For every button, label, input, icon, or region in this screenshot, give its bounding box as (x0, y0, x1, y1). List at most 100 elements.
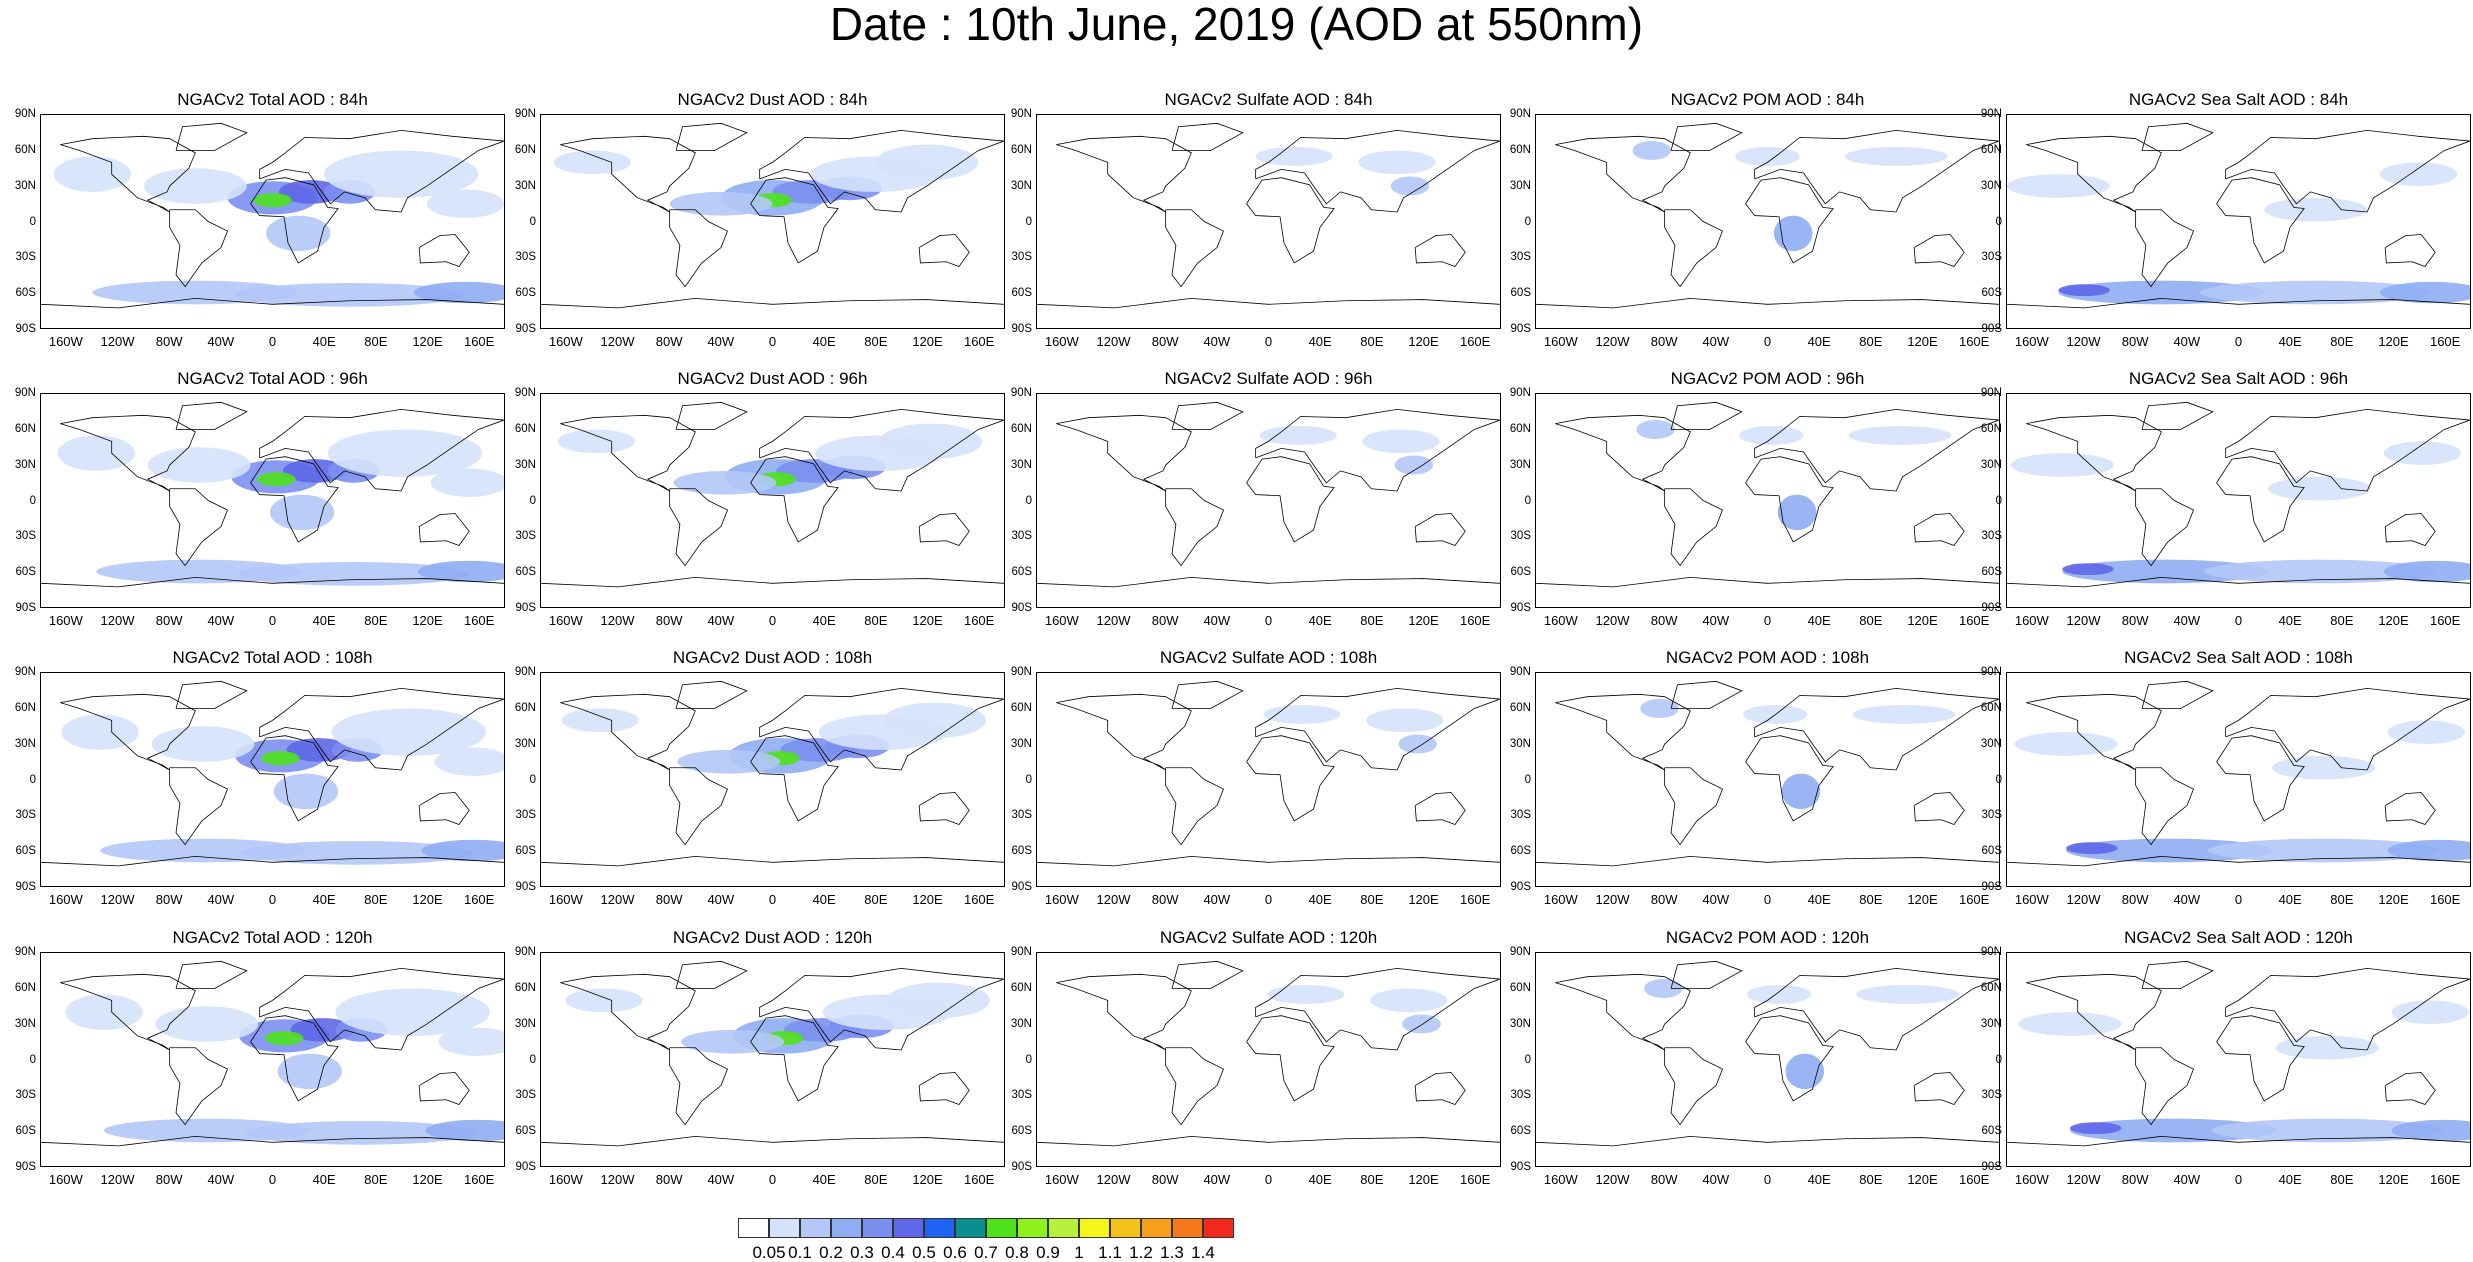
lon-tick-label: 0 (768, 1172, 777, 1187)
lon-tick-label: 160W (48, 1172, 83, 1187)
coastline (418, 513, 470, 546)
lon-tick-label: 160W (548, 334, 583, 349)
lon-tick-label: 160W (1044, 334, 1079, 349)
coastline (2216, 456, 2305, 543)
lon-tick-label: 160E (2429, 1172, 2461, 1187)
coastline (259, 687, 504, 771)
lon-tick-label: 80E (2330, 334, 2354, 349)
lat-tick-label: 60S (515, 287, 536, 300)
lon-tick-label: 40W (1702, 892, 1730, 907)
lon-tick-label: 80E (364, 334, 388, 349)
lat-tick-label: 90S (1981, 323, 2002, 335)
map-panel-seasalt-108h: NGACv2 Sea Salt AOD : 108h 90N 60N 30N 0 30S 6… (1981, 648, 2471, 932)
aod-patch (673, 470, 777, 495)
lon-tick-label: 0 (1763, 613, 1772, 628)
coastline (675, 680, 748, 709)
coastline (1414, 513, 1466, 546)
lat-tick-label: 60N (14, 701, 36, 714)
map-panel-dust-96h: NGACv2 Dust AOD : 96h 90N 60N 30N 0 30S 60S 90S… (515, 369, 1005, 653)
lat-tick-label: 30N (14, 458, 36, 471)
aod-field (1259, 425, 1440, 475)
aod-patch (2264, 197, 2368, 222)
aod-field (553, 144, 979, 216)
lon-tick-label: 120W (100, 1172, 135, 1187)
lon-tick-label: 160E (1958, 1172, 1990, 1187)
aod-patch (53, 156, 132, 192)
lat-tick-label: 30N (1010, 458, 1032, 471)
coastline (2141, 122, 2214, 151)
aod-field (1263, 704, 1444, 754)
lat-tick-label: 60N (1980, 981, 2002, 994)
lon-tick-label: 160E (963, 334, 995, 349)
coastline (2216, 735, 2305, 822)
lon-tick-label: 120W (1595, 613, 1630, 628)
lon-tick-label: 80W (2121, 1172, 2149, 1187)
aod-patch (557, 429, 635, 454)
aod-field (2010, 441, 2470, 584)
lon-tick-label: 40W (1702, 334, 1730, 349)
lon-tick-label: 120E (1408, 1172, 1439, 1187)
coastline (41, 297, 504, 309)
lat-tick-label: 60S (515, 1125, 536, 1138)
panel-title: NGACv2 Sulfate AOD : 120h (1159, 928, 1378, 947)
map-panel-sulfate-96h: NGACv2 Sulfate AOD : 96h 90N 60N 30N 0 30S 60S… (1011, 369, 1501, 653)
lon-tick-label: 40E (812, 1172, 836, 1187)
lat-tick-label: 0 (1025, 494, 1032, 507)
lat-tick-label: 90N (1980, 666, 2002, 678)
lon-tick-label: 40E (1308, 892, 1332, 907)
world-map (1037, 680, 1500, 867)
coastline (2216, 177, 2305, 264)
map-panel-seasalt-84h: NGACv2 Sea Salt AOD : 84h 90N 60N 30N 0 30S 60… (1981, 90, 2471, 374)
aod-patch (233, 283, 466, 307)
lon-tick-label: 160W (1044, 1172, 1079, 1187)
coastlines (2007, 680, 2470, 867)
lon-tick-label: 40E (1807, 334, 1831, 349)
coastline (918, 1072, 970, 1105)
aod-patch (1366, 708, 1444, 733)
coastline (1165, 209, 1224, 288)
coastline (2216, 1015, 2305, 1102)
colorbar-swatch (893, 1218, 924, 1238)
lat-tick-label: 30S (1981, 251, 2002, 264)
lon-tick-label: 120W (2066, 334, 2101, 349)
lon-tick-label: 80E (864, 1172, 888, 1187)
aod-patch (1781, 773, 1821, 810)
map-plot (1535, 393, 2000, 608)
world-map (1037, 401, 1500, 588)
lon-tick-label: 120W (100, 334, 135, 349)
aod-patch (1398, 734, 1437, 754)
world-map (541, 960, 1004, 1147)
coastline (1664, 767, 1723, 846)
coastline (2384, 792, 2436, 825)
lon-tick-label: 80E (1360, 1172, 1384, 1187)
lon-tick-label: 120E (1408, 613, 1439, 628)
lon-tick-label: 120W (600, 1172, 635, 1187)
lon-tick-label: 160E (963, 1172, 995, 1187)
aod-patch (143, 168, 247, 204)
lon-tick-label: 160E (463, 334, 495, 349)
coastline (60, 973, 196, 1051)
lon-tick-label: 40E (1308, 1172, 1332, 1187)
coastlines (1536, 122, 1999, 309)
lat-tick-label: 90N (14, 666, 36, 678)
lat-tick-label: 90N (514, 946, 536, 958)
coastline (250, 1015, 339, 1102)
lat-tick-label: 30S (515, 809, 536, 822)
map-panel-dust-108h: NGACv2 Dust AOD : 108h 90N 60N 30N 0 30S 60S 90… (515, 648, 1005, 932)
aod-patch (273, 773, 339, 810)
lon-tick-label: 80E (364, 613, 388, 628)
lon-tick-label: 160E (1459, 1172, 1491, 1187)
colorbar-label: 1.2 (1129, 1243, 1153, 1262)
coastline (669, 767, 728, 846)
colorbar-swatch (1141, 1218, 1172, 1238)
coastline (1414, 1072, 1466, 1105)
coastline (1255, 967, 1500, 1051)
lat-tick-label: 90N (14, 108, 36, 120)
aod-patch (1370, 988, 1448, 1013)
aod-patch (886, 982, 990, 1019)
coastline (2225, 687, 2470, 771)
lat-tick-label: 30S (1981, 809, 2002, 822)
lon-tick-label: 0 (768, 334, 777, 349)
lon-tick-label: 80E (864, 613, 888, 628)
world-map (2007, 960, 2470, 1147)
